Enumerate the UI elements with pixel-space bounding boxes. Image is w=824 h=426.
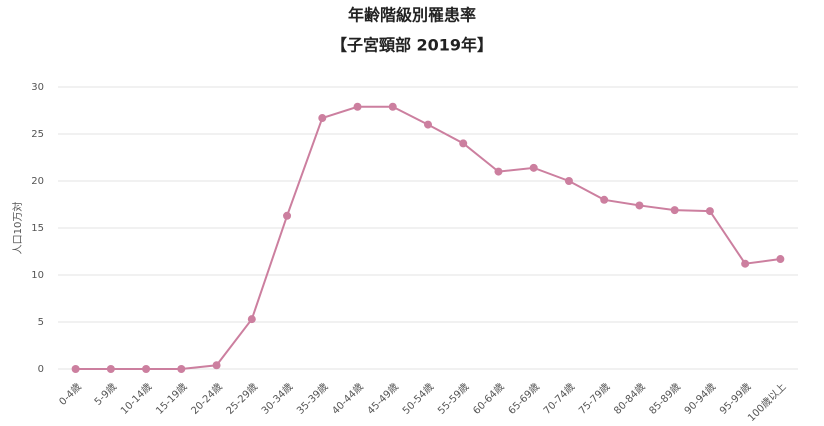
x-tick-label: 65-69歳 bbox=[506, 381, 542, 417]
point bbox=[635, 201, 644, 210]
y-tick-label: 30 bbox=[31, 82, 44, 93]
point bbox=[388, 102, 397, 111]
point bbox=[318, 114, 327, 123]
point bbox=[494, 167, 503, 176]
point bbox=[705, 207, 714, 216]
point bbox=[459, 139, 468, 148]
point bbox=[564, 177, 573, 185]
x-tick-label: 55-59歳 bbox=[435, 381, 471, 417]
x-tick-label: 15-19歳 bbox=[153, 381, 189, 417]
chart-subtitle: 【子宮頸部 2019年】 bbox=[331, 36, 493, 55]
y-tick-label: 10 bbox=[31, 270, 44, 281]
y-tick-label: 15 bbox=[31, 223, 44, 234]
x-tick-label: 30-34歳 bbox=[259, 381, 295, 417]
y-tick-label: 0 bbox=[38, 364, 44, 375]
x-tick-label: 75-79歳 bbox=[576, 381, 612, 417]
point bbox=[670, 206, 679, 215]
x-tick-label: 100歳以上 bbox=[745, 381, 788, 424]
x-tick-label: 50-54歳 bbox=[400, 381, 436, 417]
x-tick-label: 35-39歳 bbox=[294, 381, 330, 417]
point bbox=[247, 315, 256, 324]
point bbox=[776, 255, 785, 264]
x-tick-label: 80-84歳 bbox=[612, 381, 648, 417]
point bbox=[600, 195, 609, 204]
point bbox=[71, 365, 80, 373]
x-tick-label: 85-89歳 bbox=[647, 381, 683, 417]
x-tick-label: 70-74歳 bbox=[541, 381, 577, 417]
x-tick-label: 0-4歳 bbox=[57, 381, 84, 408]
x-tick-label: 10-14歳 bbox=[118, 381, 154, 417]
x-tick-label: 25-29歳 bbox=[224, 381, 260, 417]
point bbox=[353, 102, 362, 111]
x-tick-label: 20-24歳 bbox=[189, 381, 225, 417]
point bbox=[741, 259, 750, 268]
chart-title: 年齢階級別罹患率 bbox=[348, 6, 476, 25]
x-tick-label: 90-94歳 bbox=[682, 381, 718, 417]
x-tick-label: 40-44歳 bbox=[330, 381, 366, 417]
y-tick-label: 25 bbox=[31, 129, 44, 140]
y-axis-label: 人口10万対 bbox=[11, 202, 24, 255]
point bbox=[283, 211, 292, 220]
point bbox=[142, 365, 151, 373]
x-tick-label: 95-99歳 bbox=[717, 381, 753, 417]
point bbox=[106, 365, 115, 373]
x-tick-label: 45-49歳 bbox=[365, 381, 401, 417]
x-tick-label: 5-9歳 bbox=[92, 381, 119, 408]
x-tick-label: 60-64歳 bbox=[471, 381, 507, 417]
point bbox=[177, 365, 186, 373]
point bbox=[529, 163, 538, 172]
point bbox=[212, 361, 221, 370]
line bbox=[75, 105, 781, 370]
y-tick-label: 20 bbox=[31, 176, 44, 187]
y-tick-label: 5 bbox=[38, 317, 44, 328]
point bbox=[424, 120, 432, 129]
